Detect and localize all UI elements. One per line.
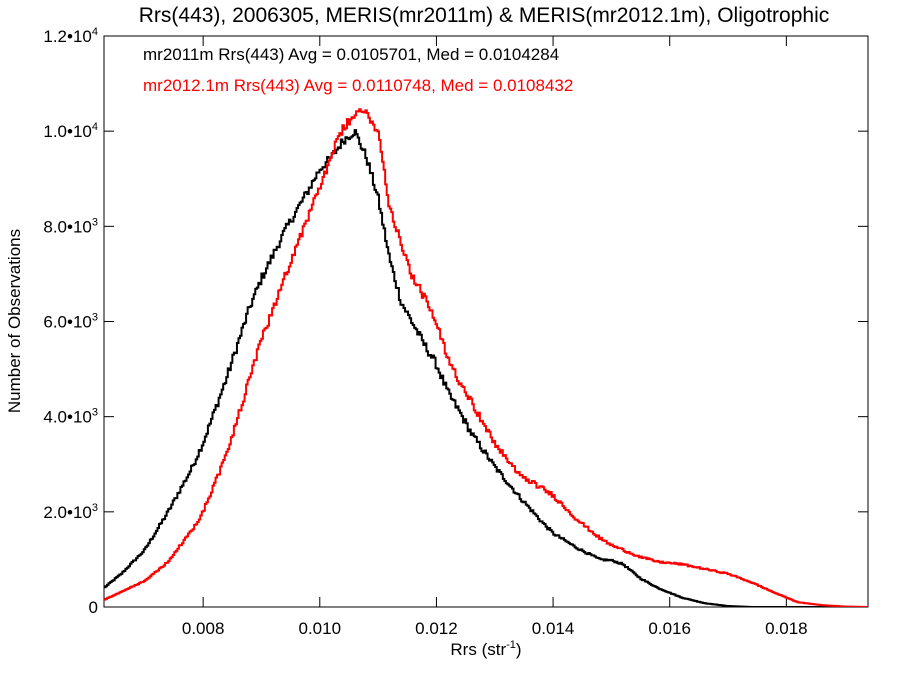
series-layer	[104, 108, 868, 607]
y-tick-label-5: 1.0•104	[43, 121, 98, 141]
x-tick-label-2: 0.012	[415, 619, 458, 638]
y-axis: 0 2.0•103 4.0•103 6.0•103 8.0•103 1.0•104 1.2•…	[43, 26, 868, 617]
x-tick-label-3: 0.014	[532, 619, 575, 638]
legend-entry-mr2011m: mr2011m Rrs(443) Avg = 0.0105701, Med = …	[143, 45, 559, 64]
x-axis-label-close: )	[516, 640, 522, 659]
chart-title: Rrs(443), 2006305, MERIS(mr2011m) & MERI…	[139, 4, 830, 27]
x-axis-label-sup: -1	[506, 639, 516, 651]
x-tick-label-4: 0.016	[648, 619, 691, 638]
y-tick-label-3: 6.0•103	[43, 312, 98, 332]
x-axis-label-text: Rrs (str	[450, 640, 506, 659]
series-line-mr2012-1m	[104, 108, 868, 607]
y-axis-label: Number of Observations	[5, 229, 24, 413]
series-line-mr2011m	[104, 129, 868, 607]
y-tick-label-4: 8.0•103	[43, 216, 98, 236]
x-tick-label-1: 0.010	[299, 619, 342, 638]
x-tick-label-0: 0.008	[182, 619, 225, 638]
x-tick-label-5: 0.018	[765, 619, 808, 638]
legend-entry-mr2012-1m: mr2012.1m Rrs(443) Avg = 0.0110748, Med …	[143, 76, 573, 95]
y-tick-label-2: 4.0•103	[43, 407, 98, 427]
x-axis-label: Rrs (str-1)	[450, 639, 521, 659]
y-tick-label-0: 0	[89, 598, 98, 617]
plot-frame	[103, 35, 869, 608]
x-axis: 0.008 0.010 0.012 0.014 0.016 0.018	[182, 36, 808, 638]
y-tick-label-1: 2.0•103	[43, 502, 98, 522]
y-tick-label-6: 1.2•104	[43, 26, 98, 46]
